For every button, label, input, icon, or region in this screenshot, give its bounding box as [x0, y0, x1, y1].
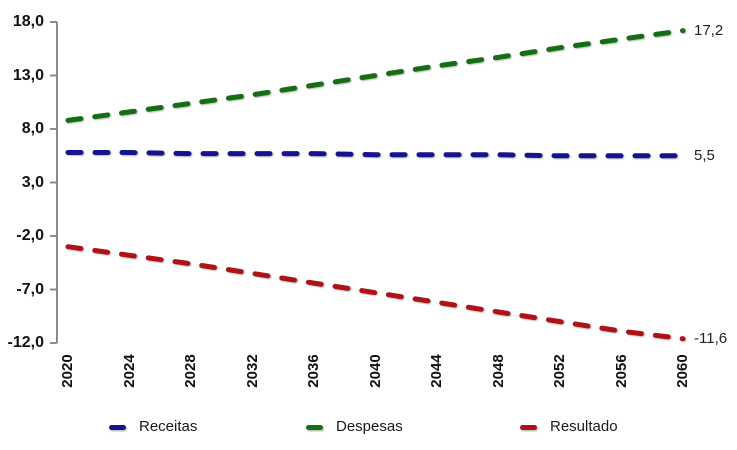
x-axis-tick-label: 2040	[366, 354, 384, 388]
x-axis-tick-label: 2036	[305, 354, 322, 388]
despesas-dash-swatch-icon	[306, 424, 323, 430]
receitas-dash-swatch-icon	[109, 424, 126, 430]
legend-label-despesas: Despesas	[336, 418, 403, 435]
x-axis-tick-label: 2032	[243, 354, 261, 388]
x-axis-tick-label: 2024	[120, 354, 138, 388]
legend-label-receitas: Receitas	[139, 418, 198, 435]
x-axis-tick-label: 2028	[182, 354, 199, 388]
y-axis-tick-label: 8,0	[21, 120, 44, 137]
x-axis-tick-label: 2048	[489, 354, 507, 388]
y-axis-tick-label: 3,0	[21, 173, 44, 191]
y-axis-tick-label: -7,0	[16, 280, 44, 298]
legend-label-resultado: Resultado	[550, 418, 618, 435]
x-axis-tick-label: 2020	[59, 354, 76, 388]
series-line-resultado	[65, 244, 686, 342]
resultado-end-value-label: -11,6	[694, 330, 728, 348]
despesas-end-value-label: 17,2	[694, 22, 724, 40]
y-axis-tick-label: 18,0	[12, 13, 44, 30]
x-axis-tick-label: 2044	[428, 354, 445, 388]
x-axis-tick-label: 2052	[551, 354, 568, 388]
y-axis-tick-label: -12,0	[7, 334, 44, 351]
legend-item-receitas: Receitas	[109, 418, 197, 436]
x-axis-tick-label: 2060	[674, 354, 691, 388]
legend-item-resultado: Resultado	[520, 418, 618, 436]
receitas-end-value-label: 5,5	[694, 147, 715, 165]
series-line-receitas	[65, 150, 686, 159]
x-axis-tick-label: 2056	[612, 354, 630, 388]
series-line-despesas	[65, 28, 686, 123]
legend-item-despesas: Despesas	[306, 418, 403, 436]
y-axis-tick-label: -2,0	[16, 227, 44, 244]
y-axis-tick-label: 13,0	[12, 66, 44, 84]
resultado-dash-swatch-icon	[520, 424, 537, 430]
